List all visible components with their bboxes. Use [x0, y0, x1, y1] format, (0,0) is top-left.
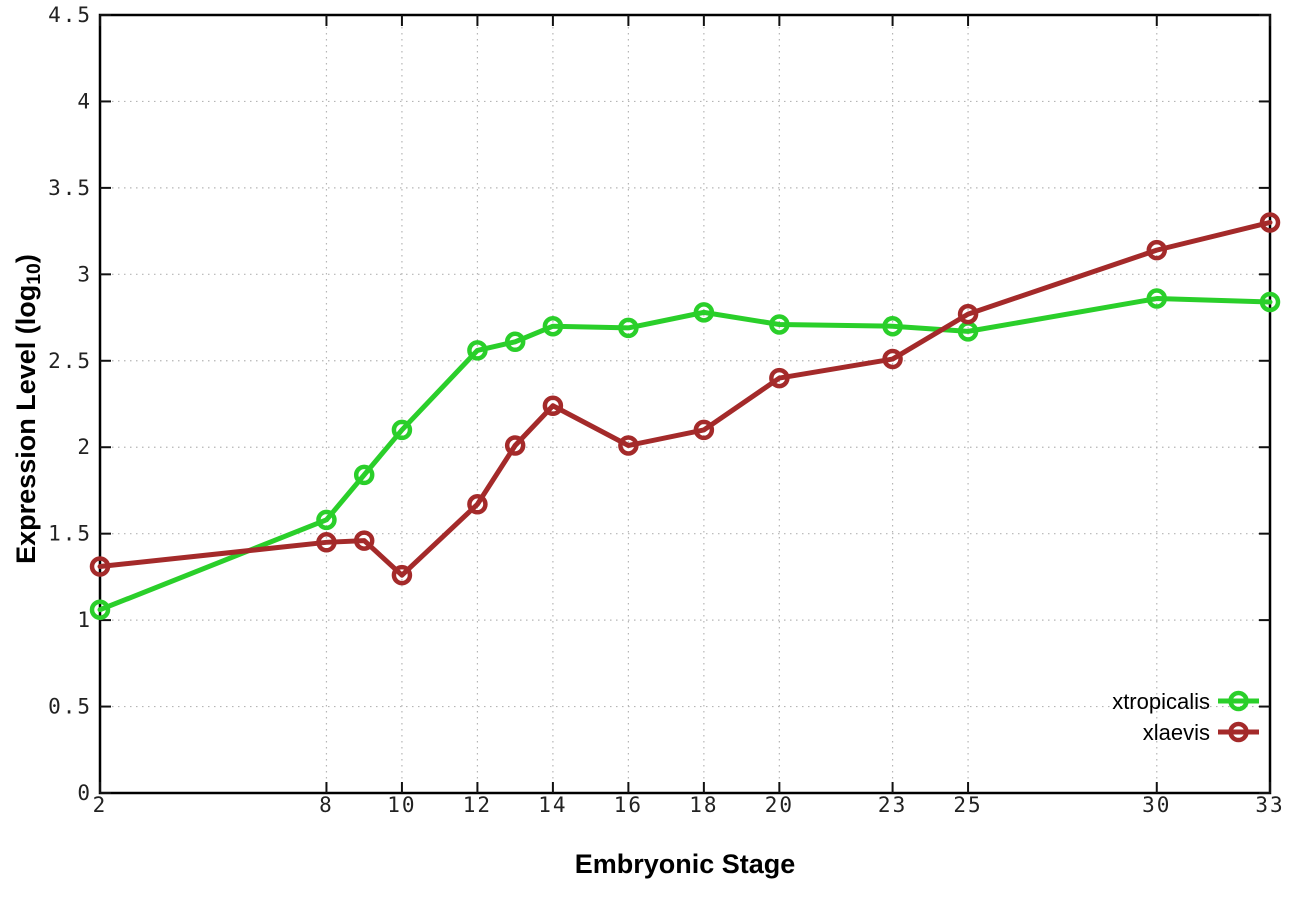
x-tick-label: 16 — [614, 793, 643, 817]
y-tick-label: 2.5 — [48, 349, 92, 373]
legend-sample-marker-xlaevis — [1228, 721, 1249, 743]
y-tick-label: 4.5 — [48, 3, 92, 27]
x-tick-label: 2 — [93, 793, 108, 817]
data-point-marker-xlaevis — [467, 494, 488, 515]
data-point-marker-xtropicalis — [542, 315, 564, 337]
x-tick-label: 18 — [689, 793, 718, 817]
data-point-marker-xtropicalis — [391, 419, 413, 441]
y-tick-label: 4 — [77, 89, 92, 113]
y-axis-title-prefix: Expression Level (log — [11, 284, 41, 564]
data-point-marker-xtropicalis — [1146, 288, 1168, 309]
x-tick-label: 30 — [1142, 793, 1171, 817]
data-point-marker-xtropicalis — [89, 599, 111, 620]
x-tick-label: 33 — [1255, 793, 1284, 817]
data-point-marker-xlaevis — [957, 303, 979, 325]
x-axis-title: Embryonic Stage — [574, 849, 796, 879]
y-axis-title-suffix: ) — [11, 254, 41, 264]
x-tick-label: 14 — [538, 793, 567, 817]
data-point-marker-xlaevis — [391, 564, 413, 586]
plot-border — [98, 13, 1272, 795]
data-point-marker-xlaevis — [353, 530, 375, 551]
data-point-marker-xtropicalis — [882, 315, 903, 337]
data-point-marker-xtropicalis — [693, 302, 715, 323]
data-point-marker-xlaevis — [1146, 239, 1168, 261]
data-point-marker-xlaevis — [693, 419, 715, 441]
x-tick-label: 12 — [463, 793, 492, 817]
data-point-marker-xtropicalis — [467, 340, 488, 361]
y-tick-label: 0 — [77, 781, 92, 805]
y-tick-label: 0.5 — [48, 695, 92, 719]
legend-label-xlaevis: xlaevis — [1143, 720, 1210, 745]
series-line-xlaevis — [97, 219, 1273, 578]
data-point-marker-xlaevis — [504, 435, 526, 456]
y-tick-label: 1.5 — [48, 522, 92, 546]
x-tick-label: 25 — [953, 793, 982, 817]
data-point-marker-xlaevis — [542, 395, 564, 416]
data-point-marker-xlaevis — [618, 435, 639, 456]
x-tick-label: 23 — [878, 793, 907, 817]
y-axis-title-subscript: 10 — [22, 263, 45, 285]
data-point-marker-xlaevis — [882, 348, 903, 370]
data-point-marker-xtropicalis — [353, 464, 375, 486]
legend-sample-marker-xtropicalis — [1228, 690, 1249, 712]
data-point-marker-xtropicalis — [504, 331, 526, 353]
data-point-marker-xtropicalis — [618, 317, 639, 339]
y-tick-label: 1 — [77, 608, 92, 632]
legend-label-xtropicalis: xtropicalis — [1112, 689, 1210, 714]
y-tick-label: 3 — [77, 262, 92, 286]
x-tick-label: 8 — [319, 793, 334, 817]
y-tick-label: 3.5 — [48, 176, 92, 200]
data-point-marker-xtropicalis — [1259, 291, 1281, 313]
x-tick-label: 20 — [765, 793, 794, 817]
data-point-marker-xlaevis — [769, 367, 790, 389]
series-line-xtropicalis — [97, 296, 1273, 613]
data-point-marker-xlaevis — [316, 532, 337, 553]
y-axis-title: Expression Level (log10) — [8, 223, 45, 595]
data-point-marker-xlaevis — [1259, 212, 1281, 233]
y-tick-label: 2 — [77, 435, 92, 459]
data-point-marker-xlaevis — [89, 556, 111, 577]
x-tick-label: 10 — [387, 793, 416, 817]
data-point-marker-xtropicalis — [769, 314, 790, 335]
data-point-marker-xtropicalis — [316, 509, 337, 531]
